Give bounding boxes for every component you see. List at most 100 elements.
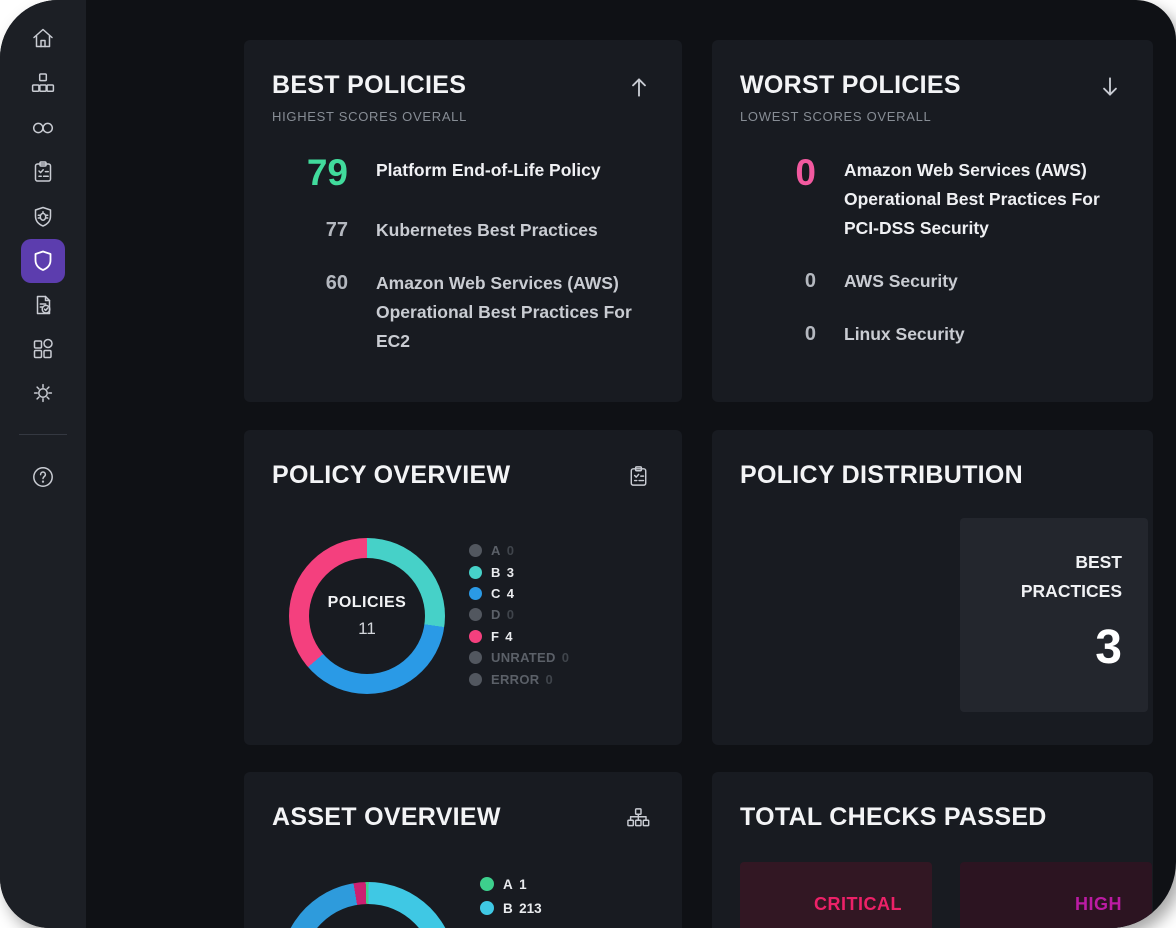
asset-overview-card: ASSET OVERVIEW A 1 B 213 (244, 772, 682, 928)
donut-center-label: POLICIES (327, 593, 407, 611)
shield-icon (34, 250, 52, 271)
legend-label: A (503, 876, 514, 892)
sidebar-item-help[interactable] (16, 457, 70, 497)
sidebar-item-assets[interactable] (16, 63, 70, 103)
card-subtitle: LOWEST SCORES OVERALL (740, 109, 932, 124)
worst-policies-list: 0 Amazon Web Services (AWS) Operational … (740, 152, 1153, 349)
donut-center: POLICIES 11 (309, 558, 425, 674)
sidebar-item-vulnerabilities[interactable] (16, 197, 70, 237)
legend-item[interactable]: B 213 (480, 896, 542, 920)
policy-name: AWS Security (844, 271, 958, 291)
worst-policies-card: WORST POLICIES LOWEST SCORES OVERALL 0 A… (712, 40, 1153, 402)
card-title: BEST POLICIES (272, 71, 467, 99)
best-policies-list: 79 Platform End-of-Life Policy 77 Kubern… (272, 152, 682, 356)
legend-value: 3 (506, 564, 514, 580)
policy-score: 60 (325, 272, 348, 294)
legend-item[interactable]: D 0 (469, 604, 569, 625)
policy-name: Platform End-of-Life Policy (376, 160, 601, 180)
legend-item[interactable]: B 3 (469, 561, 569, 582)
legend-value: 4 (506, 585, 514, 601)
sidebar (0, 0, 86, 928)
legend-label: B (491, 564, 501, 580)
total-checks-passed-card: TOTAL CHECKS PASSED CRITICAL HIGH (712, 772, 1153, 928)
policy-score: 79 (306, 152, 348, 193)
sidebar-item-settings[interactable] (16, 373, 70, 413)
legend-label: A (491, 543, 501, 559)
policy-score: 0 (804, 323, 816, 345)
card-title: ASSET OVERVIEW (272, 803, 501, 831)
policy-distribution-card: POLICY DISTRIBUTION BEST PRACTICES 3 (712, 430, 1153, 745)
sidebar-item-policies[interactable] (21, 239, 65, 283)
sidebar-item-home[interactable] (16, 18, 70, 58)
legend-item[interactable]: A 0 (469, 540, 569, 561)
donut-center (302, 904, 434, 928)
policy-row[interactable]: 0 Linux Security (740, 320, 1153, 349)
legend-item[interactable]: UNRATED 0 (469, 647, 569, 668)
policies-donut-chart[interactable]: POLICIES 11 (289, 538, 445, 694)
sitemap-icon[interactable] (626, 806, 652, 832)
policy-row[interactable]: 0 Amazon Web Services (AWS) Operational … (740, 152, 1153, 243)
policy-row[interactable]: 60 Amazon Web Services (AWS) Operational… (272, 269, 682, 356)
legend-value: 0 (545, 671, 553, 687)
legend-label: C (491, 585, 501, 601)
widgets-icon (33, 338, 53, 359)
arrow-down-icon[interactable] (1097, 74, 1123, 100)
legend-value: 1 (519, 876, 527, 892)
clipboard-list-icon (34, 161, 52, 182)
policies-legend: A 0 B 3 C 4 D 0 F 4 (469, 540, 569, 690)
card-title: POLICY OVERVIEW (272, 461, 511, 489)
legend-value: 213 (519, 900, 542, 916)
shield-bug-icon (34, 206, 52, 227)
policy-name: Amazon Web Services (AWS) Operational Be… (376, 273, 632, 351)
clipboard-list-icon[interactable] (626, 464, 652, 490)
sidebar-item-connections[interactable] (16, 108, 70, 148)
legend-value: 0 (506, 543, 514, 559)
best-policies-card: BEST POLICIES HIGHEST SCORES OVERALL 79 … (244, 40, 682, 402)
legend-dot (469, 629, 482, 643)
arrow-up-icon[interactable] (626, 74, 652, 100)
critical-checks-tile[interactable]: CRITICAL (740, 862, 932, 928)
tile-label: HIGH (1075, 894, 1122, 914)
help-icon (33, 467, 53, 487)
card-title: POLICY DISTRIBUTION (740, 461, 1024, 489)
best-practices-tile[interactable]: BEST PRACTICES 3 (960, 518, 1148, 712)
home-icon (33, 28, 53, 48)
policy-row[interactable]: 79 Platform End-of-Life Policy (272, 152, 682, 193)
legend-dot (480, 877, 494, 891)
policy-score: 0 (804, 270, 816, 292)
legend-value: 0 (506, 607, 514, 623)
legend-dot (469, 565, 482, 579)
legend-item[interactable]: A 1 (480, 872, 542, 896)
high-checks-tile[interactable]: HIGH (960, 862, 1152, 928)
sidebar-item-checks[interactable] (16, 152, 70, 192)
policy-name: Amazon Web Services (AWS) Operational Be… (844, 160, 1100, 238)
legend-dot (469, 608, 482, 622)
legend-dot (469, 672, 482, 686)
legend-item[interactable]: ERROR 0 (469, 668, 569, 689)
sidebar-divider (19, 434, 67, 435)
legend-item[interactable]: F 4 (469, 626, 569, 647)
policy-row[interactable]: 77 Kubernetes Best Practices (272, 216, 682, 245)
policy-score: 0 (795, 152, 816, 193)
policy-overview-card: POLICY OVERVIEW POLICIES 11 A 0 B 3 (244, 430, 682, 745)
legend-dot (469, 586, 482, 600)
policy-name: Linux Security (844, 324, 965, 344)
legend-value: 0 (561, 650, 569, 666)
card-title: WORST POLICIES (740, 71, 961, 99)
assets-donut-chart[interactable] (280, 882, 456, 928)
legend-value: 4 (505, 628, 513, 644)
card-title: TOTAL CHECKS PASSED (740, 803, 1047, 831)
policy-name: Kubernetes Best Practices (376, 220, 598, 240)
sidebar-item-compliance[interactable] (16, 285, 70, 325)
blocks-icon (31, 73, 55, 93)
legend-label: B (503, 900, 514, 916)
policy-row[interactable]: 0 AWS Security (740, 267, 1153, 296)
donut-center-value: 11 (358, 618, 376, 638)
gear-icon (33, 383, 53, 403)
document-check-icon (36, 295, 51, 315)
infinity-icon (32, 122, 54, 134)
legend-item[interactable]: C 4 (469, 583, 569, 604)
legend-dot (469, 651, 482, 665)
sidebar-item-widgets[interactable] (16, 328, 70, 368)
